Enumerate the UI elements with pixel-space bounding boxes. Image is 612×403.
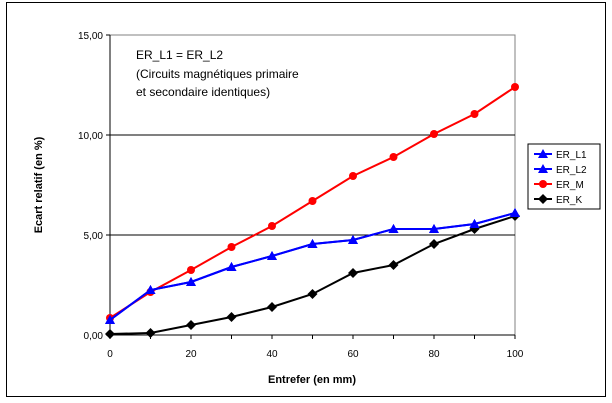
data-point	[227, 243, 236, 251]
legend-item: ER_L1	[534, 149, 587, 161]
legend-item: ER_K	[534, 194, 582, 206]
tick-labels: 0,00 5,00 10,00 15,00 0 20 40 60 80 100	[78, 31, 524, 360]
data-point	[145, 328, 156, 338]
data-point	[470, 110, 479, 118]
x-tick-label: 40	[266, 349, 278, 360]
data-point	[267, 251, 277, 260]
data-point	[348, 235, 358, 244]
data-point	[469, 219, 480, 228]
data-point	[145, 285, 156, 294]
legend-label: ER_K	[556, 195, 582, 206]
data-point	[226, 312, 237, 322]
legend-label: ER_L2	[556, 165, 587, 176]
data-point	[388, 224, 399, 233]
legend-item: ER_L2	[534, 164, 587, 176]
legend-label: ER_L1	[556, 150, 587, 161]
x-tick-label: 0	[107, 349, 113, 360]
gridlines	[110, 134, 515, 236]
annotation-line-2: (Circuits magnétiques primaire	[136, 67, 299, 81]
annotation-line-3: et secondaire identiques)	[136, 85, 270, 99]
data-point	[186, 277, 196, 286]
data-point	[429, 224, 439, 233]
y-axis-title: Ecart relatif (en %)	[33, 136, 45, 233]
legend-marker	[538, 164, 548, 173]
series-er-m	[106, 83, 519, 322]
data-point	[511, 83, 519, 91]
data-point	[349, 172, 357, 180]
y-tick-label: 5,00	[84, 231, 104, 242]
y-tick-label: 10,00	[78, 131, 103, 142]
data-point	[267, 302, 277, 312]
x-tick-label: 80	[428, 349, 440, 360]
legend-marker	[539, 180, 547, 188]
x-axis-title: Entrefer (en mm)	[268, 374, 356, 386]
data-point	[307, 289, 318, 299]
data-point	[105, 329, 115, 339]
legend-label: ER_M	[556, 180, 584, 191]
y-tick-label: 15,00	[78, 31, 103, 42]
series-er-l2	[105, 208, 520, 324]
x-tick-label: 20	[185, 349, 197, 360]
legend: ER_L1 ER_L2 ER_M ER_K	[527, 143, 601, 210]
x-tick-label: 60	[347, 349, 359, 360]
data-point	[307, 239, 318, 248]
data-point	[429, 239, 439, 249]
data-point	[308, 197, 317, 205]
data-point	[187, 266, 195, 274]
data-point	[186, 320, 196, 330]
legend-marker	[538, 194, 548, 204]
data-point	[389, 153, 398, 161]
series-group	[105, 83, 520, 339]
data-point	[226, 262, 237, 271]
data-point	[510, 208, 520, 217]
y-tick-label: 0,00	[84, 331, 104, 342]
annotation-line-1: ER_L1 = ER_L2	[136, 48, 223, 62]
data-point	[105, 315, 115, 324]
x-tick-label: 100	[507, 349, 524, 360]
data-point	[388, 260, 399, 270]
data-point	[268, 222, 276, 230]
data-point	[430, 130, 438, 138]
legend-marker	[538, 149, 548, 158]
data-point	[348, 268, 358, 278]
legend-item: ER_M	[534, 180, 584, 191]
